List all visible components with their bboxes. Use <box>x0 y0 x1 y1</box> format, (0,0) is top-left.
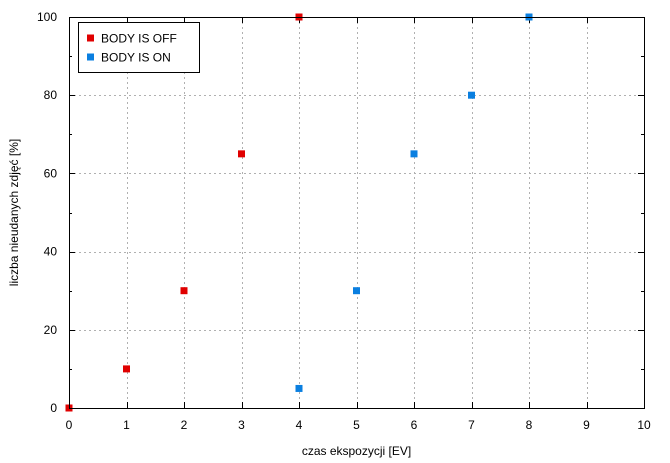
x-tick-labels: 0 1 2 3 4 5 6 7 8 9 10 <box>66 418 651 432</box>
legend-box <box>78 22 200 73</box>
axis-ticks <box>69 17 645 409</box>
y-tick-label: 0 <box>50 401 57 415</box>
y-axis-title: liczba nieudanych zdjęć [%] <box>7 139 21 286</box>
data-point-series-1 <box>468 91 475 99</box>
x-tick-label: 7 <box>468 418 475 432</box>
data-point-series-1 <box>353 287 360 295</box>
legend-label: BODY IS OFF <box>101 32 177 46</box>
y-tick-labels: 0 20 40 60 80 100 <box>37 10 57 415</box>
x-tick-label: 1 <box>123 418 130 432</box>
legend-label: BODY IS ON <box>101 51 171 65</box>
grid-lines <box>69 17 644 408</box>
x-tick-label: 6 <box>411 418 418 432</box>
legend-marker <box>87 53 94 61</box>
data-point-series-1 <box>410 150 418 158</box>
x-tick-label: 8 <box>526 418 533 432</box>
x-tick-label: 5 <box>353 418 360 432</box>
data-point-series-0 <box>123 365 130 373</box>
y-tick-label: 60 <box>44 166 58 180</box>
legend: BODY IS OFF BODY IS ON <box>78 22 200 73</box>
x-tick-label: 4 <box>296 418 303 432</box>
y-tick-label: 40 <box>44 245 58 259</box>
y-tick-label: 80 <box>44 88 58 102</box>
x-tick-label: 9 <box>583 418 590 432</box>
y-tick-label: 20 <box>44 323 58 337</box>
x-tick-label: 10 <box>637 418 651 432</box>
legend-marker <box>87 34 94 42</box>
legend-items: BODY IS OFF BODY IS ON <box>87 32 177 65</box>
x-tick-label: 0 <box>66 418 73 432</box>
data-point-series-1 <box>295 384 303 392</box>
y-tick-label: 100 <box>37 10 57 24</box>
x-tick-label: 3 <box>238 418 245 432</box>
data-point-series-0 <box>238 150 245 158</box>
x-axis-title: czas ekspozycji [EV] <box>302 444 411 458</box>
data-point-series-0 <box>180 287 188 295</box>
plot-frame <box>69 17 645 409</box>
x-tick-label: 2 <box>181 418 188 432</box>
